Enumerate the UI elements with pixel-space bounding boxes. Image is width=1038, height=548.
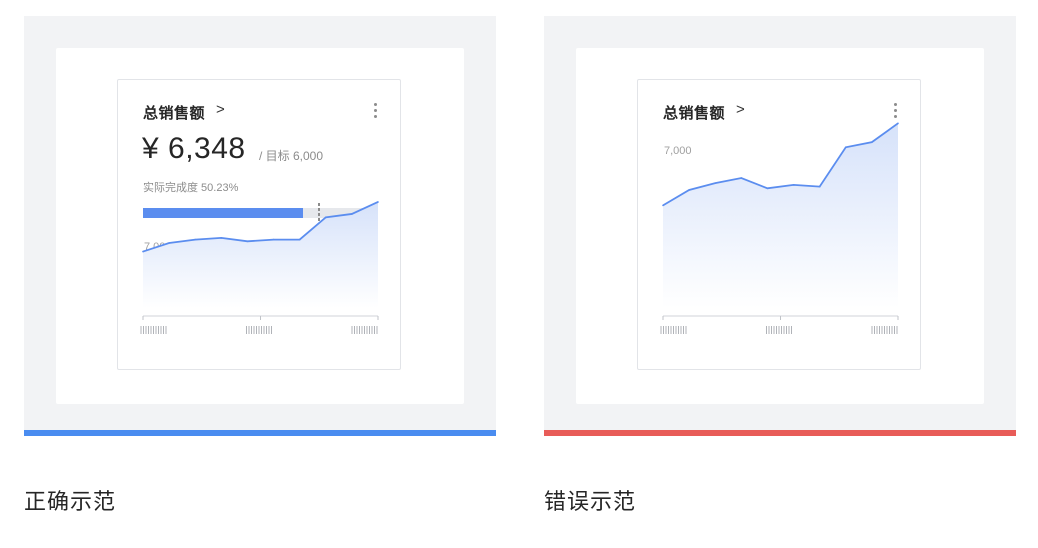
- data-point: [818, 185, 821, 188]
- area-fill: [143, 201, 378, 308]
- data-point: [168, 242, 170, 244]
- correct-example-canvas: 总销售额 > ¥ 6,348 / 目标 6,000 实际完成度 50.23% 7…: [56, 48, 464, 404]
- data-point: [662, 204, 664, 207]
- y-axis-label: 7,000: [664, 145, 692, 157]
- correct-caption: 正确示范: [24, 489, 117, 514]
- data-point: [298, 238, 301, 241]
- data-point: [844, 146, 847, 149]
- chevron-right-icon[interactable]: >: [216, 101, 225, 118]
- area-fill: [663, 123, 898, 308]
- completion-progress-fill: [143, 208, 303, 218]
- target-value: / 目标 6,000: [259, 149, 324, 163]
- data-point: [766, 187, 769, 190]
- data-point: [246, 240, 249, 243]
- wrong-example-panel: 总销售额 > 7,000: [544, 16, 1016, 430]
- target-marker: [318, 203, 320, 223]
- wrong-example-canvas: 总销售额 > 7,000: [576, 48, 984, 404]
- data-point: [377, 201, 379, 203]
- data-point: [714, 182, 717, 184]
- data-point: [220, 237, 223, 239]
- data-point: [142, 250, 144, 253]
- data-point: [688, 189, 690, 191]
- data-point: [324, 216, 327, 219]
- data-point: [871, 141, 873, 143]
- data-point: [792, 184, 795, 186]
- series-line: [662, 122, 899, 207]
- data-point: [194, 238, 197, 241]
- series-line: [142, 201, 379, 253]
- card-title[interactable]: 总销售额: [143, 105, 206, 122]
- data-point: [272, 238, 275, 241]
- total-sales-value: ¥ 6,348: [142, 132, 246, 165]
- correct-indicator-bar: [24, 430, 496, 436]
- completion-progress-bar: [143, 208, 378, 218]
- wrong-caption: 错误示范: [544, 489, 637, 514]
- wrong-indicator-bar: [544, 430, 1016, 436]
- completion-label: 实际完成度 50.23%: [143, 182, 239, 194]
- data-point: [351, 213, 353, 215]
- correct-example-panel: 总销售额 > ¥ 6,348 / 目标 6,000 实际完成度 50.23% 7…: [24, 16, 496, 430]
- more-vertical-icon[interactable]: [892, 103, 898, 121]
- more-vertical-icon[interactable]: [372, 103, 378, 121]
- sales-trend-chart: 7,000: [140, 201, 379, 334]
- chevron-right-icon[interactable]: >: [736, 101, 745, 118]
- sales-card[interactable]: 总销售额 > ¥ 6,348 / 目标 6,000 实际完成度 50.23% 7…: [117, 79, 401, 370]
- sales-trend-chart: 7,000: [660, 122, 899, 334]
- data-point: [897, 122, 899, 125]
- sales-card[interactable]: 总销售额 > 7,000: [637, 79, 921, 370]
- data-point: [740, 177, 743, 179]
- card-title[interactable]: 总销售额: [663, 105, 726, 122]
